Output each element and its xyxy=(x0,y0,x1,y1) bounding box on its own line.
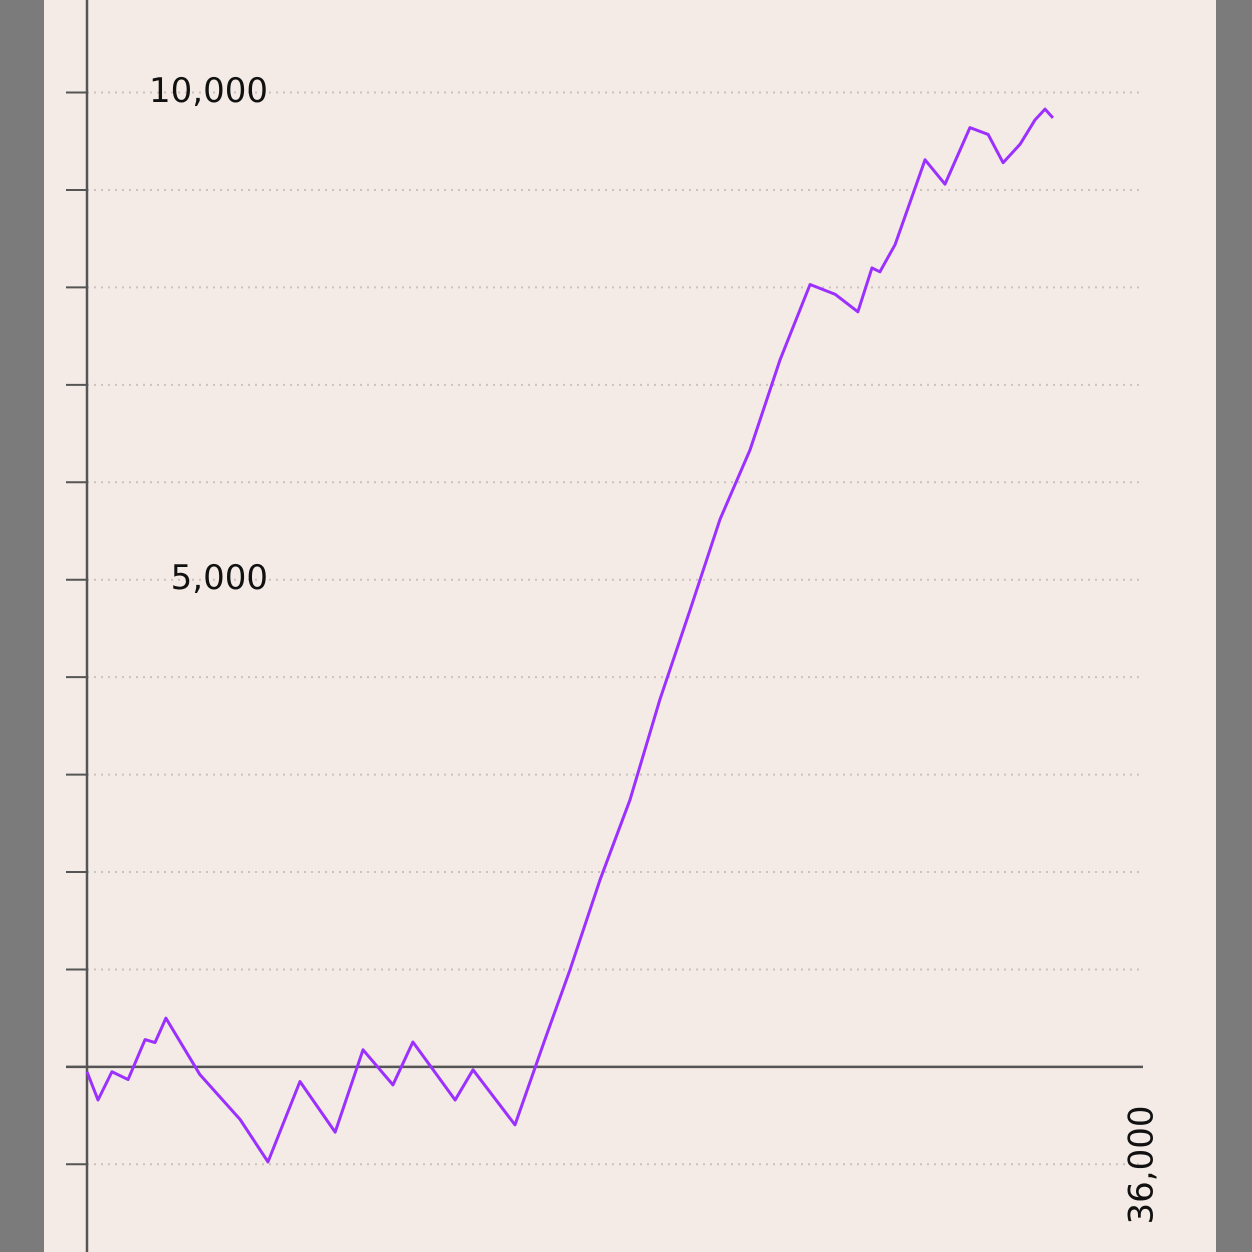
chart-panel xyxy=(44,0,1216,1252)
y-tick-label: 10,000 xyxy=(149,71,268,111)
data-line xyxy=(85,107,1055,1164)
x-tick-label: 36,000 xyxy=(1122,1106,1162,1225)
y-tick-label: 5,000 xyxy=(171,558,268,598)
